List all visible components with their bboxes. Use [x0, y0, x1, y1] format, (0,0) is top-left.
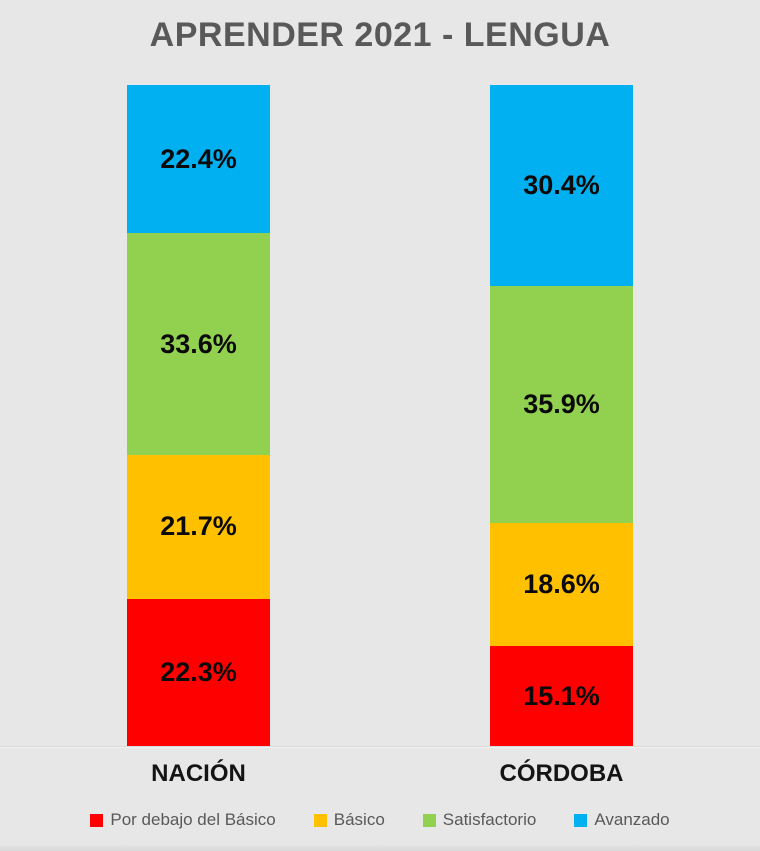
legend-item-por-debajo-del-basico: Por debajo del Básico — [90, 810, 276, 830]
segment-avanzado-nacion: 22.4% — [127, 85, 270, 234]
segment-satisfactorio-cordoba: 35.9% — [490, 285, 633, 524]
legend-label: Satisfactorio — [442, 810, 537, 829]
legend-label: Por debajo del Básico — [110, 810, 276, 829]
legend-swatch-icon — [90, 813, 104, 827]
segment-basico-nacion: 21.7% — [127, 455, 270, 599]
legend-label: Básico — [333, 810, 385, 829]
segment-value-label: 30.4% — [523, 169, 600, 200]
segment-value-label: 22.3% — [160, 656, 237, 687]
x-axis-label-nacion: NACIÓN — [151, 760, 246, 787]
bottom-edge-shade — [0, 844, 760, 851]
segment-satisfactorio-nacion: 33.6% — [127, 233, 270, 456]
segment-por-debajo-del-basico-cordoba: 15.1% — [490, 646, 633, 746]
legend-item-satisfactorio: Satisfactorio — [422, 810, 537, 830]
segment-value-label: 22.4% — [160, 143, 237, 174]
segment-avanzado-cordoba: 30.4% — [490, 85, 633, 286]
segment-value-label: 15.1% — [523, 680, 600, 711]
legend-item-avanzado: Avanzado — [574, 810, 670, 830]
segment-value-label: 35.9% — [523, 389, 600, 420]
legend-swatch-icon — [313, 813, 327, 827]
chart-legend: Por debajo del Básico Básico Satisfactorio… — [0, 810, 760, 830]
chart-title: APRENDER 2021 - LENGUA — [149, 16, 611, 54]
segment-basico-cordoba: 18.6% — [490, 523, 633, 647]
legend-swatch-icon — [422, 813, 436, 827]
legend-swatch-icon — [574, 813, 588, 827]
legend-label: Avanzado — [594, 810, 670, 829]
legend-item-basico: Básico — [313, 810, 385, 830]
stacked-bar-cordoba: 30.4% 35.9% 18.6% 15.1% — [490, 85, 633, 746]
segment-value-label: 21.7% — [160, 511, 237, 542]
x-axis-label-cordoba: CÓRDOBA — [499, 760, 624, 787]
stacked-bar-nacion: 22.4% 33.6% 21.7% 22.3% — [127, 85, 270, 746]
segment-value-label: 33.6% — [160, 328, 237, 359]
segment-por-debajo-del-basico-nacion: 22.3% — [127, 598, 270, 746]
segment-value-label: 18.6% — [523, 569, 600, 600]
x-axis-line — [0, 746, 760, 748]
